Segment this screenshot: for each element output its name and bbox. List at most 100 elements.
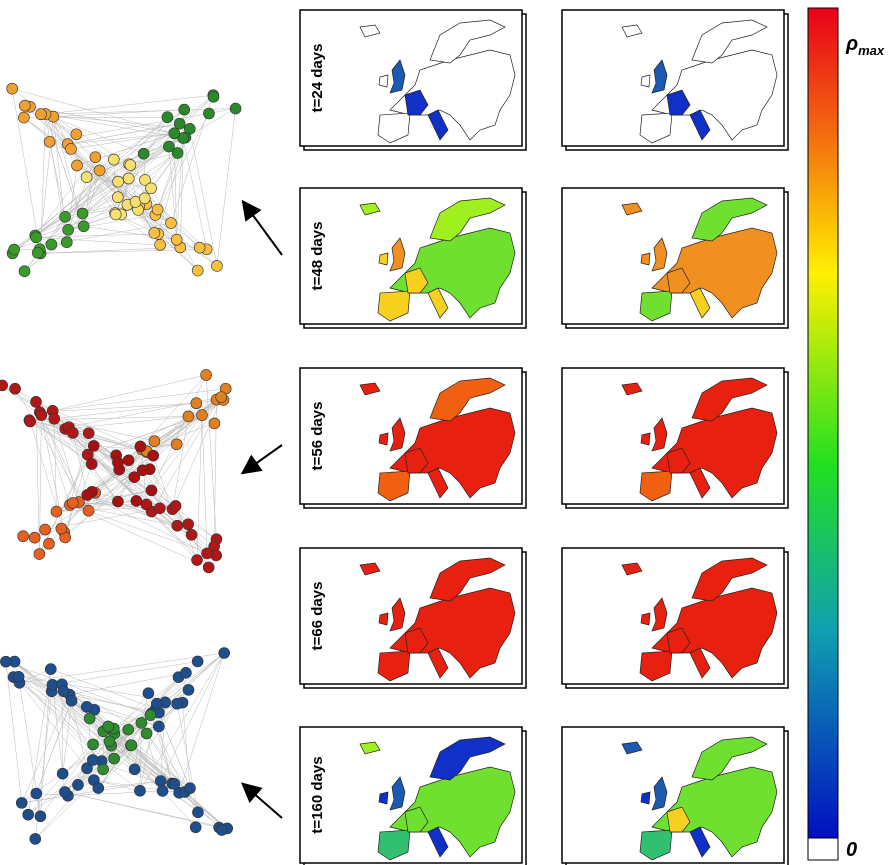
network: [0, 369, 231, 572]
node: [34, 549, 45, 560]
node: [112, 192, 123, 203]
time-label: t=66 days: [309, 582, 326, 651]
node: [18, 112, 29, 123]
map-panel: [562, 188, 788, 328]
node: [67, 497, 78, 508]
node: [43, 538, 54, 549]
node: [113, 176, 124, 187]
network-graphs: [0, 83, 241, 844]
network: [0, 647, 232, 844]
arrow: [244, 203, 282, 255]
node: [171, 439, 182, 450]
time-label: t=56 days: [309, 402, 326, 471]
node: [145, 710, 156, 721]
country: [641, 792, 650, 804]
node: [148, 450, 159, 461]
edge: [161, 653, 224, 781]
node: [169, 778, 180, 789]
node: [216, 392, 227, 403]
node: [88, 440, 99, 451]
node: [149, 227, 160, 238]
node: [203, 108, 214, 119]
node: [57, 768, 68, 779]
edge: [118, 400, 224, 463]
node: [201, 369, 212, 380]
edge: [180, 110, 184, 248]
colorbar-max-label: ρmax: [845, 33, 885, 58]
node: [81, 172, 92, 183]
node: [82, 489, 93, 500]
country: [379, 792, 388, 804]
country: [379, 613, 388, 625]
node: [192, 555, 203, 566]
node: [157, 785, 168, 796]
country: [641, 75, 650, 87]
node: [209, 418, 220, 429]
figure: t=24 days t=48 days t=56 days t=66 days t=16…: [0, 0, 896, 865]
node: [134, 785, 145, 796]
node: [146, 485, 157, 496]
node: [109, 753, 120, 764]
node: [45, 664, 56, 675]
node: [31, 232, 42, 243]
colorbar: [808, 8, 838, 838]
node: [216, 825, 227, 836]
node: [94, 165, 105, 176]
node: [219, 647, 230, 658]
edge: [89, 389, 226, 511]
node: [81, 701, 92, 712]
node: [123, 455, 134, 466]
node: [123, 724, 134, 735]
node: [23, 809, 34, 820]
node: [16, 797, 27, 808]
country: [641, 253, 650, 265]
node: [32, 247, 43, 258]
node: [137, 465, 148, 476]
node: [172, 520, 183, 531]
node: [165, 218, 176, 229]
node: [63, 224, 74, 235]
node: [136, 717, 147, 728]
map-panel: t=56 days: [300, 368, 526, 508]
node: [98, 764, 109, 775]
node: [65, 143, 76, 154]
node: [190, 822, 201, 833]
node: [19, 100, 30, 111]
node: [197, 410, 208, 421]
colorbar-zero: [808, 838, 838, 860]
node: [67, 427, 78, 438]
node: [123, 173, 134, 184]
node: [202, 548, 213, 559]
node: [19, 266, 30, 277]
edge: [202, 415, 207, 553]
node: [143, 688, 154, 699]
node: [103, 721, 114, 732]
node: [170, 500, 181, 511]
node: [112, 496, 123, 507]
node: [191, 398, 202, 409]
node: [192, 656, 203, 667]
time-label: t=48 days: [309, 222, 326, 291]
node: [152, 204, 163, 215]
node: [44, 136, 55, 147]
edge: [217, 109, 236, 266]
node: [172, 148, 183, 159]
arrow: [244, 445, 282, 472]
node: [153, 721, 164, 732]
node: [180, 667, 191, 678]
node: [129, 764, 140, 775]
map-panel: t=24 days: [300, 10, 526, 150]
node: [138, 148, 149, 159]
node: [51, 506, 62, 517]
node: [171, 234, 182, 245]
node: [183, 411, 194, 422]
node: [71, 160, 82, 171]
time-label: t=160 days: [309, 756, 326, 833]
node: [40, 524, 51, 535]
network: [7, 83, 241, 277]
edge: [197, 415, 202, 560]
node: [155, 239, 166, 250]
node: [83, 505, 94, 516]
node: [183, 519, 194, 530]
node: [46, 239, 57, 250]
